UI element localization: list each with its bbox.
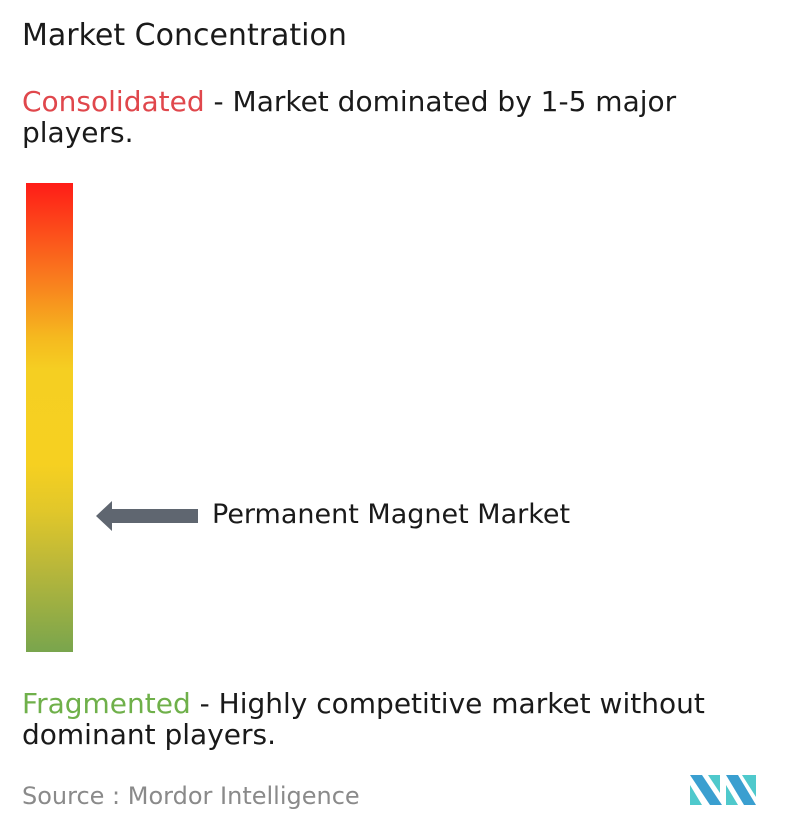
mordor-intelligence-logo (690, 775, 756, 805)
fragmented-text: - Highly competitive market without domi… (22, 687, 705, 751)
page-title: Market Concentration (22, 18, 347, 53)
consolidated-text: - Market dominated by 1-5 major players. (22, 85, 677, 149)
consolidated-description: Consolidated - Market dominated by 1-5 m… (22, 86, 792, 148)
fragmented-label: Fragmented (22, 687, 191, 720)
concentration-gradient-bar (26, 183, 73, 652)
source-text: Source : Mordor Intelligence (22, 782, 360, 810)
fragmented-description: Fragmented - Highly competitive market w… (22, 688, 792, 750)
market-label: Permanent Magnet Market (212, 498, 571, 530)
arrow-left-icon (96, 500, 198, 531)
consolidated-label: Consolidated (22, 85, 205, 118)
